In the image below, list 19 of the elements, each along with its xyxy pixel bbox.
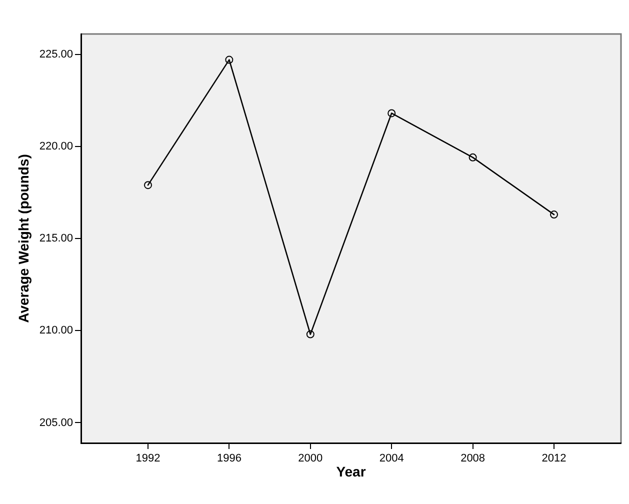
y-tick-label: 225.00 [39, 48, 73, 60]
y-tick-label: 210.00 [39, 324, 73, 337]
x-tick-label: 2008 [460, 452, 486, 465]
point [468, 153, 477, 162]
x-tick-label: 1996 [216, 452, 242, 465]
point [144, 181, 152, 190]
point [225, 56, 234, 64]
x-tick-label: 2004 [379, 452, 404, 465]
x-tick-label: 1992 [136, 452, 160, 465]
x-axis-title: Year [336, 463, 366, 480]
y-tick-label: 205.00 [39, 416, 73, 429]
x-tick-label: 2000 [298, 452, 323, 465]
y-axis-title: Average Weight (pounds) [15, 154, 32, 323]
point [388, 109, 396, 118]
x-tick-label: 2012 [542, 452, 566, 465]
point [550, 210, 558, 219]
y-tick-label: 215.00 [39, 232, 73, 245]
point [306, 330, 314, 338]
y-tick-label: 220.00 [39, 140, 73, 152]
